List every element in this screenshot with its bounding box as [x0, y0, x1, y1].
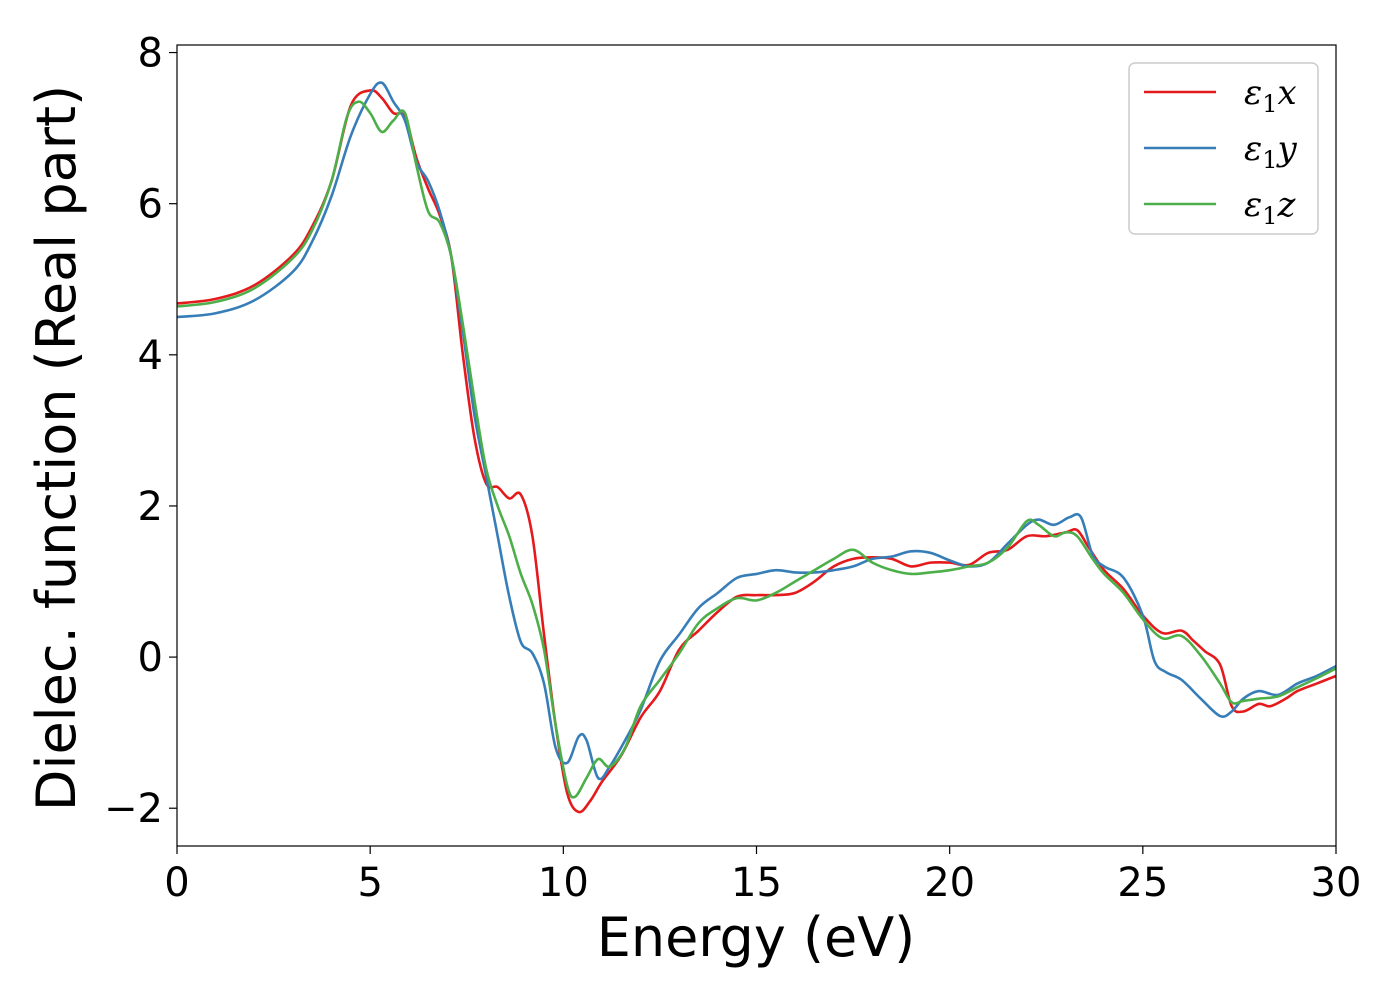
y-axis-label: Dielec. function (Real part) [25, 85, 88, 811]
x-tick-label: 30 [1311, 860, 1362, 906]
x-tick-label: 10 [538, 860, 589, 906]
y-axis: −2 0 2 4 6 8 [104, 31, 177, 832]
series-line-y [177, 81, 1336, 781]
y-tick-label: 4 [138, 333, 163, 379]
y-tick-label: 6 [138, 182, 163, 228]
x-tick-label: 25 [1117, 860, 1168, 906]
y-tick-label: −2 [104, 786, 163, 832]
x-tick-label: 0 [164, 860, 189, 906]
legend-label-z: ε1z [1244, 185, 1297, 230]
series-line-z [177, 100, 1336, 799]
y-tick-label: 2 [138, 484, 163, 530]
x-tick-label: 5 [357, 860, 382, 906]
series-layer [177, 81, 1336, 814]
legend-label-x: ε1x [1244, 73, 1297, 118]
legend-label-y: ε1y [1244, 129, 1298, 174]
x-axis-label: Energy (eV) [597, 906, 916, 969]
legend: ε1x ε1y ε1z [1128, 62, 1319, 235]
series-line-x [177, 88, 1336, 814]
legend-box [1128, 62, 1319, 235]
x-tick-label: 15 [731, 860, 782, 906]
y-tick-label: 0 [138, 635, 163, 681]
y-tick-label: 8 [138, 31, 163, 77]
x-tick-label: 20 [924, 860, 975, 906]
x-axis: 0 5 10 15 20 25 30 [164, 846, 1361, 906]
